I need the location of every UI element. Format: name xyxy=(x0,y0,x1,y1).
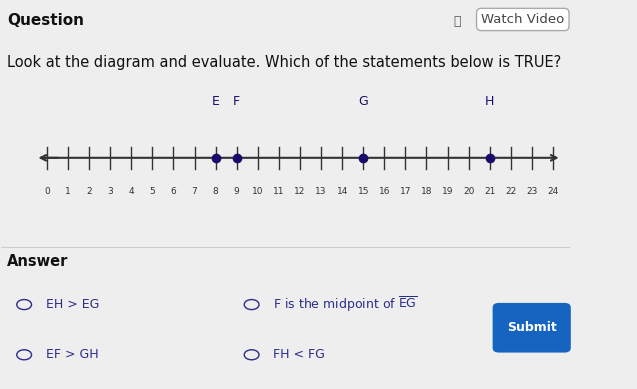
Text: F: F xyxy=(233,95,240,108)
Text: 4: 4 xyxy=(129,187,134,196)
Text: 22: 22 xyxy=(505,187,517,196)
Text: 1: 1 xyxy=(65,187,71,196)
Text: 8: 8 xyxy=(213,187,218,196)
Text: 15: 15 xyxy=(357,187,369,196)
Text: 14: 14 xyxy=(336,187,348,196)
Text: 12: 12 xyxy=(294,187,306,196)
Text: EH > EG: EH > EG xyxy=(46,298,99,311)
Text: 20: 20 xyxy=(463,187,475,196)
Text: 0: 0 xyxy=(44,187,50,196)
Text: 9: 9 xyxy=(234,187,240,196)
Text: 10: 10 xyxy=(252,187,264,196)
Text: 18: 18 xyxy=(421,187,433,196)
FancyBboxPatch shape xyxy=(493,303,570,352)
Text: Submit: Submit xyxy=(507,321,557,334)
Text: Look at the diagram and evaluate. Which of the statements below is TRUE?: Look at the diagram and evaluate. Which … xyxy=(7,56,561,70)
Text: ⓘ: ⓘ xyxy=(454,15,461,28)
Text: 23: 23 xyxy=(526,187,538,196)
Text: EF > GH: EF > GH xyxy=(46,348,98,361)
Text: 2: 2 xyxy=(86,187,92,196)
Text: F is the midpoint of $\overline{\mathrm{EG}}$: F is the midpoint of $\overline{\mathrm{… xyxy=(273,295,418,314)
Text: 5: 5 xyxy=(150,187,155,196)
Text: 3: 3 xyxy=(107,187,113,196)
Text: 24: 24 xyxy=(547,187,559,196)
Text: Answer: Answer xyxy=(7,254,68,269)
Text: 21: 21 xyxy=(484,187,496,196)
Text: 17: 17 xyxy=(399,187,411,196)
Text: E: E xyxy=(211,95,220,108)
Text: Question: Question xyxy=(7,13,84,28)
Text: 7: 7 xyxy=(192,187,197,196)
Text: G: G xyxy=(359,95,368,108)
Text: 11: 11 xyxy=(273,187,285,196)
Text: 19: 19 xyxy=(442,187,454,196)
Text: 6: 6 xyxy=(171,187,176,196)
Text: 13: 13 xyxy=(315,187,327,196)
Text: FH < FG: FH < FG xyxy=(273,348,325,361)
Text: H: H xyxy=(485,95,494,108)
Text: Watch Video: Watch Video xyxy=(481,13,564,26)
Text: 16: 16 xyxy=(378,187,390,196)
